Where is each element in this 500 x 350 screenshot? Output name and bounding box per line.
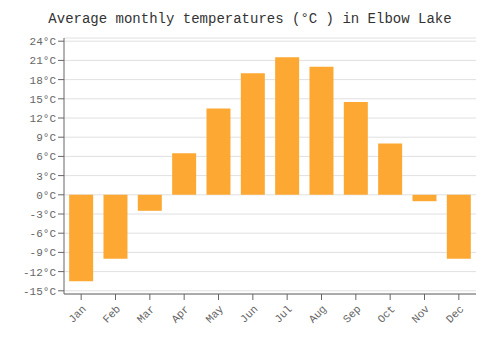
svg-text:Aug: Aug [307, 303, 329, 325]
svg-text:3°C: 3°C [36, 171, 56, 183]
svg-text:-6°C: -6°C [30, 228, 57, 240]
svg-text:12°C: 12°C [30, 113, 57, 125]
svg-text:Dec: Dec [444, 303, 466, 325]
svg-text:Sep: Sep [341, 303, 363, 325]
svg-text:9°C: 9°C [36, 132, 56, 144]
svg-text:24°C: 24°C [30, 36, 57, 48]
svg-text:Nov: Nov [410, 303, 433, 326]
html-text:Average monthly temperatures (: Average monthly temperatures (°C ) in El… [48, 11, 452, 27]
svg-text:15°C: 15°C [30, 94, 57, 106]
svg-text:-3°C: -3°C [30, 209, 57, 221]
svg-text:Feb: Feb [101, 303, 123, 325]
svg-text:6°C: 6°C [36, 151, 56, 163]
svg-text:Jul: Jul [272, 303, 294, 325]
svg-text:-12°C: -12°C [23, 267, 56, 279]
svg-text:-9°C: -9°C [30, 247, 57, 259]
svg-text:Oct: Oct [375, 303, 397, 325]
svg-text:Mar: Mar [135, 303, 157, 325]
svg-text:May: May [204, 303, 227, 326]
svg-text:0°C: 0°C [36, 190, 56, 202]
svg-text:Jun: Jun [238, 303, 260, 325]
svg-text:Jan: Jan [66, 303, 88, 325]
svg-text:Apr: Apr [169, 303, 191, 325]
svg-text:21°C: 21°C [30, 55, 57, 67]
svg-text:-15°C: -15°C [23, 286, 56, 298]
svg-text:18°C: 18°C [30, 75, 57, 87]
